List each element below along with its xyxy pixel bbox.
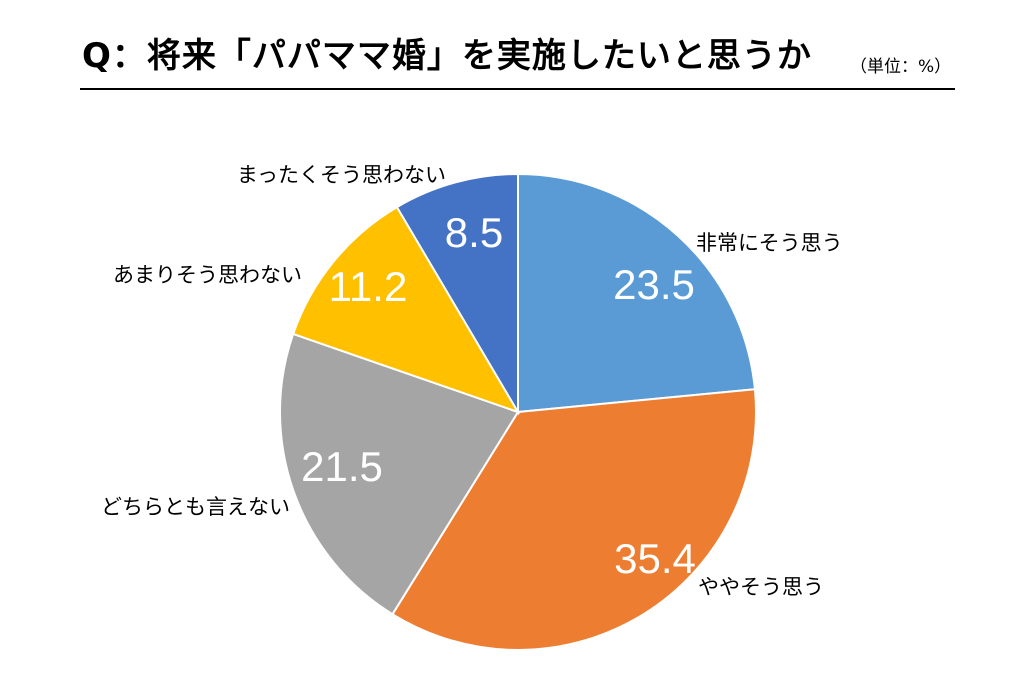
pie-slice bbox=[279, 332, 520, 616]
value-labels: 23.5 35.4 21.5 11.2 8.5 bbox=[301, 209, 696, 582]
slice-category-label: あまりそう思わない bbox=[113, 263, 302, 287]
pie-slices bbox=[279, 172, 757, 651]
slice-value-label: 35.4 bbox=[614, 535, 696, 582]
pie-slice bbox=[517, 172, 757, 414]
slice-value-label: 8.5 bbox=[445, 209, 503, 256]
pie-slice bbox=[391, 388, 757, 651]
unit-label: （単位：%） bbox=[850, 57, 952, 77]
pie-slice bbox=[291, 205, 521, 414]
slice-category-label: ややそう思う bbox=[698, 575, 824, 599]
pie-slice bbox=[395, 172, 519, 416]
title-underline bbox=[80, 88, 955, 90]
slice-value-label: 11.2 bbox=[329, 263, 408, 310]
slice-value-label: 23.5 bbox=[613, 261, 695, 308]
slice-category-label: まったくそう思わない bbox=[237, 163, 446, 187]
slice-value-label: 21.5 bbox=[301, 443, 383, 490]
chart-title: Q：将来「パパママ婚」を実施したいと思うか bbox=[82, 36, 812, 76]
slice-category-label: どちらとも言えない bbox=[101, 495, 290, 519]
slice-category-label: 非常にそう思う bbox=[696, 231, 843, 255]
